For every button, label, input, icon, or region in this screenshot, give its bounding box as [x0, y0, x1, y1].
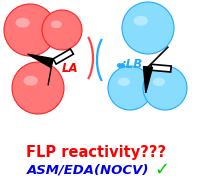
Ellipse shape	[134, 16, 148, 26]
Ellipse shape	[24, 76, 38, 86]
Ellipse shape	[153, 78, 165, 86]
Text: :LB: :LB	[122, 59, 143, 71]
Circle shape	[42, 10, 82, 50]
Ellipse shape	[16, 18, 30, 28]
Polygon shape	[27, 54, 54, 67]
Text: FLP reactivity???: FLP reactivity???	[26, 145, 166, 160]
Polygon shape	[143, 67, 153, 93]
Ellipse shape	[51, 21, 62, 28]
Circle shape	[12, 62, 64, 114]
Ellipse shape	[118, 78, 130, 86]
Bar	[53, 49, 73, 64]
Text: ✓: ✓	[155, 161, 169, 179]
Circle shape	[122, 2, 174, 54]
Circle shape	[108, 66, 152, 110]
Circle shape	[143, 66, 187, 110]
Circle shape	[4, 4, 56, 56]
Text: ASM/EDA(NOCV): ASM/EDA(NOCV)	[27, 163, 149, 177]
Bar	[151, 64, 171, 72]
Text: LA: LA	[62, 61, 79, 74]
